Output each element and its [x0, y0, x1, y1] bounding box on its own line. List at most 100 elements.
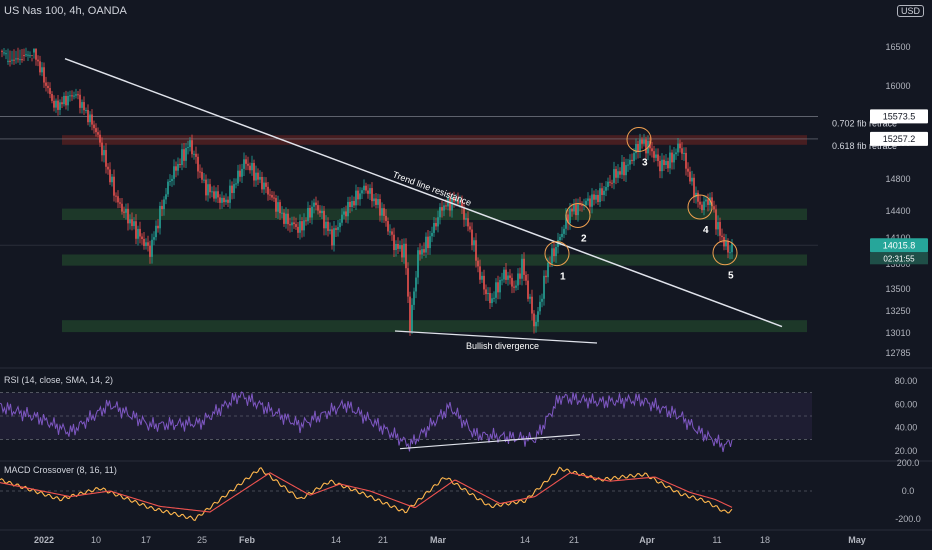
candle-body [115, 195, 117, 197]
candle-body [559, 236, 561, 240]
candle-body [635, 144, 637, 154]
candle-body [409, 296, 411, 332]
candle-body [135, 221, 137, 239]
wave-label-2: 2 [581, 234, 587, 245]
candle-body [223, 197, 225, 203]
candle-body [215, 191, 217, 199]
candle-body [103, 150, 105, 156]
candle-body [643, 139, 645, 144]
candle-body [437, 217, 439, 227]
candle-body [473, 240, 475, 246]
candle-body [61, 102, 63, 105]
candle-body [25, 54, 27, 56]
candle-body [507, 275, 509, 280]
candle-body [663, 159, 665, 166]
candle-body [529, 296, 531, 299]
candle-body [539, 301, 541, 312]
macd-tick: 200.0 [897, 458, 920, 468]
currency-badge[interactable]: USD [896, 5, 924, 17]
candle-body [111, 176, 113, 183]
candle-body [401, 245, 403, 258]
candle-body [11, 59, 13, 61]
wave-label-5: 5 [728, 271, 734, 282]
candle-body [121, 203, 123, 212]
candle-body [695, 192, 697, 198]
candle-body [615, 169, 617, 178]
candle-body [425, 236, 427, 253]
candle-body [281, 212, 283, 214]
candle-body [411, 304, 413, 332]
candle-body [679, 143, 681, 149]
candle-body [263, 182, 265, 190]
candle-body [523, 258, 525, 275]
candle-body [225, 199, 227, 203]
candle-body [197, 156, 199, 172]
candle-body [341, 214, 343, 223]
candle-body [653, 151, 655, 158]
x-tick: 10 [91, 535, 101, 545]
candle-body [569, 208, 571, 224]
candle-body [435, 222, 437, 227]
candle-body [125, 208, 127, 213]
candle-body [551, 248, 553, 264]
candle-body [445, 205, 447, 207]
candle-body [561, 233, 563, 237]
candle-body [631, 159, 633, 162]
candle-body [519, 273, 521, 279]
candle-body [609, 181, 611, 183]
price-tick: 13500 [885, 284, 910, 294]
candle-body [217, 191, 219, 198]
candle-body [127, 208, 129, 224]
candle-body [365, 185, 367, 191]
candle-body [321, 210, 323, 214]
candle-body [179, 164, 181, 166]
candle-body [213, 191, 215, 199]
candle-body [131, 219, 133, 227]
candle-body [117, 196, 119, 203]
candle-body [155, 225, 157, 238]
wave-circle-1 [544, 241, 570, 267]
candle-body [53, 100, 55, 108]
x-tick: 21 [378, 535, 388, 545]
candle-body [585, 200, 587, 206]
candle-body [309, 208, 311, 218]
candle-body [515, 285, 517, 288]
candle-body [133, 221, 135, 227]
candle-body [701, 204, 703, 211]
candle-body [621, 161, 623, 175]
candle-body [245, 159, 247, 164]
candle-body [205, 179, 207, 196]
candle-body [475, 240, 477, 261]
symbol-title[interactable]: US Nas 100, 4h, OANDA [4, 5, 127, 17]
x-tick: Mar [430, 535, 447, 545]
candle-body [465, 218, 467, 220]
price-label-2: 14015.8 [883, 240, 916, 250]
candle-body [363, 185, 365, 191]
candle-body [397, 243, 399, 249]
price-tick: 16000 [885, 81, 910, 91]
candle-body [627, 164, 629, 166]
candle-body [295, 224, 297, 227]
candle-body [73, 95, 75, 97]
x-tick: Apr [639, 535, 655, 545]
candle-body [23, 55, 25, 57]
candle-body [17, 58, 19, 60]
candle-body [5, 53, 7, 55]
candle-body [543, 275, 545, 299]
candle-body [721, 235, 723, 238]
x-tick: 17 [141, 535, 151, 545]
wave-circle-3 [626, 126, 652, 152]
candle-body [41, 67, 43, 73]
rsi-label[interactable]: RSI (14, close, SMA, 14, 2) [4, 375, 114, 385]
candle-body [317, 205, 319, 211]
candle-body [91, 114, 93, 125]
candle-body [547, 262, 549, 278]
candle-body [219, 197, 221, 203]
price-tick: 12785 [885, 348, 910, 358]
candle-body [355, 190, 357, 206]
candle-body [489, 293, 491, 304]
candle-body [703, 201, 705, 211]
candle-body [235, 183, 237, 185]
macd-label[interactable]: MACD Crossover (8, 16, 11) [4, 465, 117, 475]
